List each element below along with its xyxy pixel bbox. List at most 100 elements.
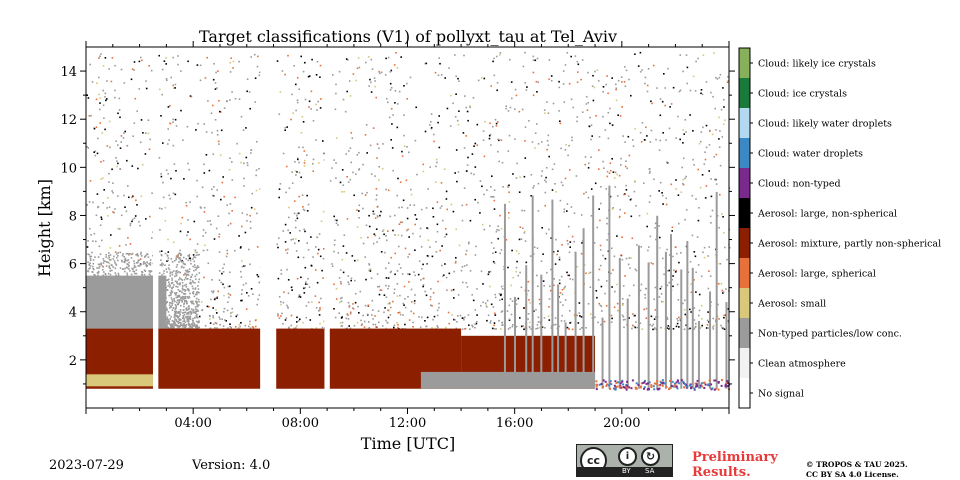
speckle-point (599, 244, 602, 247)
low-concentration-point (180, 260, 182, 262)
speckle-point (409, 204, 411, 206)
low-concentration-point (182, 256, 185, 259)
colorbar-segment (739, 168, 750, 198)
speckle-point (438, 146, 441, 149)
low-concentration-point (89, 267, 91, 269)
low-concentration-point (183, 314, 186, 316)
speckle-point (126, 144, 129, 147)
speckle-point (312, 170, 314, 172)
speckle-point (554, 183, 556, 185)
speckle-point (615, 88, 617, 91)
low-concentration-point (173, 321, 176, 324)
speckle-point (724, 119, 726, 121)
speckle-point (689, 260, 692, 263)
speckle-point (431, 327, 433, 329)
signal-column (725, 302, 728, 389)
low-concentration-point (146, 264, 149, 267)
speckle-point (385, 235, 387, 237)
speckle-point (429, 296, 432, 298)
colorbar-segment (739, 318, 750, 348)
low-concentration-point (186, 312, 189, 314)
speckle-point (427, 188, 429, 190)
low-concentration-point (178, 252, 181, 254)
speckle-point (311, 58, 313, 61)
speckle-point (581, 242, 583, 244)
speckle-point (606, 217, 608, 220)
speckle-point (147, 132, 150, 135)
speckle-point (372, 323, 375, 326)
speckle-point (566, 271, 568, 274)
speckle-point (412, 312, 415, 315)
speckle-point (382, 143, 384, 145)
speckle-point (358, 217, 360, 219)
speckle-point (389, 314, 392, 316)
speckle-point (135, 254, 137, 256)
speckle-point (662, 194, 664, 197)
speckle-point (494, 314, 497, 316)
speckle-point (463, 54, 465, 57)
low-concentration-point (126, 272, 128, 275)
speckle-point (129, 243, 132, 245)
speckle-point (611, 124, 614, 126)
speckle-point (358, 168, 361, 170)
speckle-point (228, 285, 231, 288)
speckle-point (374, 315, 376, 317)
speckle-point (299, 318, 301, 321)
cc-by-person-icon: i (618, 447, 637, 466)
low-concentration-point (105, 256, 107, 258)
speckle-point (293, 65, 295, 67)
low-concentration-point (190, 308, 193, 310)
speckle-point (177, 253, 179, 256)
speckle-point (584, 163, 586, 166)
speckle-point (300, 55, 302, 58)
speckle-point (564, 177, 567, 180)
speckle-point (464, 95, 466, 97)
speckle-point (172, 121, 174, 124)
low-level-point (604, 380, 607, 383)
speckle-point (579, 315, 581, 317)
speckle-point (598, 208, 600, 210)
speckle-point (213, 63, 215, 65)
speckle-point (130, 78, 133, 81)
speckle-point (529, 302, 531, 304)
low-concentration-point (188, 295, 190, 298)
speckle-point (568, 144, 570, 147)
speckle-point (701, 318, 703, 320)
speckle-point (223, 263, 225, 266)
speckle-point (119, 147, 122, 149)
low-concentration-point (124, 267, 127, 270)
speckle-point (347, 318, 350, 320)
speckle-point (410, 288, 413, 291)
speckle-point (99, 55, 101, 57)
speckle-point (588, 272, 590, 275)
speckle-point (96, 82, 98, 84)
speckle-point (232, 60, 235, 63)
low-concentration-point (89, 258, 92, 260)
speckle-point (500, 293, 502, 296)
speckle-point (117, 112, 119, 115)
speckle-point (516, 260, 518, 263)
speckle-point (286, 304, 288, 307)
speckle-point (354, 259, 356, 262)
speckle-point (489, 122, 491, 125)
speckle-point (489, 322, 492, 324)
speckle-point (335, 222, 338, 224)
speckle-point (304, 98, 307, 101)
speckle-point (172, 84, 174, 87)
speckle-point (294, 170, 297, 172)
speckle-point (494, 251, 497, 253)
speckle-point (114, 208, 116, 210)
speckle-point (564, 64, 567, 66)
low-level-point (613, 384, 616, 387)
colorbar-frame (738, 47, 751, 409)
low-concentration-point (186, 278, 188, 280)
speckle-point (629, 198, 632, 201)
low-level-point (726, 385, 729, 388)
speckle-point (590, 138, 592, 141)
speckle-point (627, 195, 630, 197)
speckle-point (724, 246, 726, 249)
low-concentration-point (183, 298, 186, 300)
low-concentration-point (179, 259, 182, 261)
speckle-point (94, 150, 97, 153)
low-concentration-point (169, 275, 172, 277)
